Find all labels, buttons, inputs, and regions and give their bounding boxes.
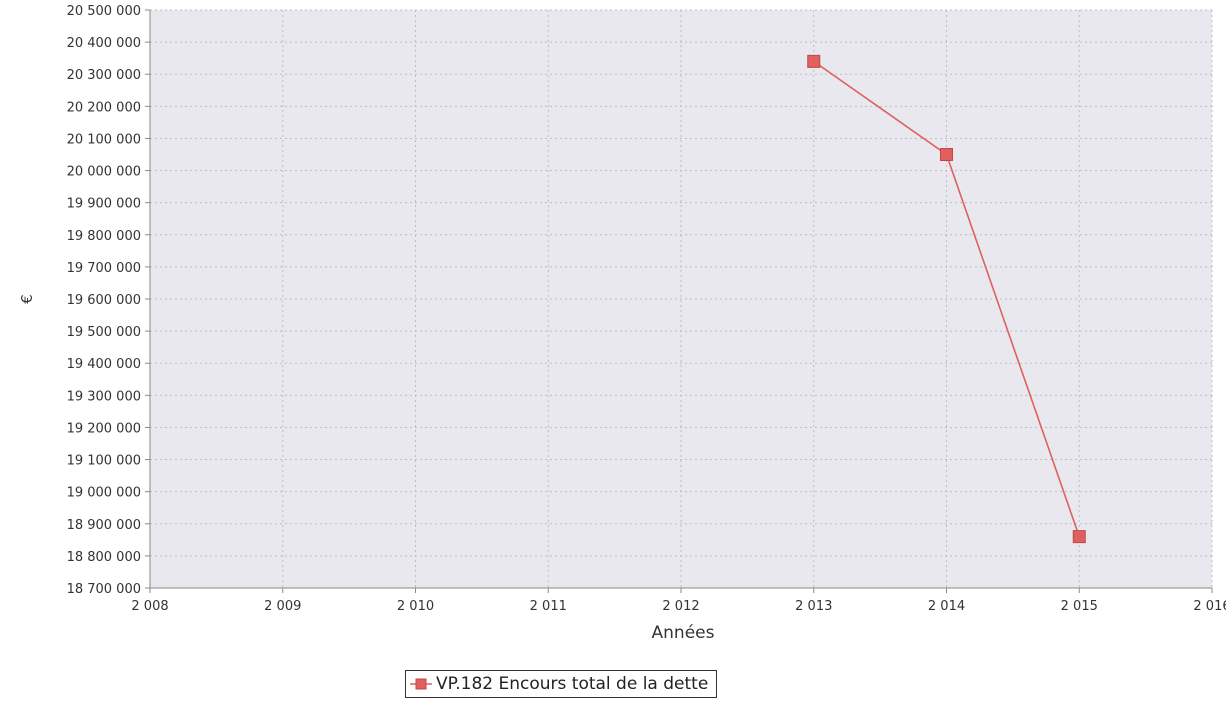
y-tick-label: 18 700 000 [67, 582, 141, 597]
data-point [1072, 530, 1086, 544]
x-tick-label: 2 011 [530, 599, 567, 614]
x-tick-label: 2 012 [662, 599, 699, 614]
y-tick-label: 20 100 000 [67, 132, 141, 147]
x-tick-label: 2 016 [1193, 599, 1226, 614]
y-tick-label: 19 100 000 [67, 454, 141, 469]
y-tick-label: 18 800 000 [67, 550, 141, 565]
x-axis-title: Années [652, 623, 715, 643]
x-tick-label: 2 009 [264, 599, 301, 614]
y-tick-label: 18 900 000 [67, 518, 141, 533]
y-tick-label: 19 700 000 [67, 261, 141, 276]
x-tick-label: 2 010 [397, 599, 434, 614]
y-axis-title: € [18, 294, 36, 304]
y-tick-label: 19 500 000 [67, 325, 141, 340]
legend: VP.182 Encours total de la dette [405, 670, 718, 698]
y-tick-label: 20 000 000 [67, 165, 141, 180]
x-tick-label: 2 015 [1061, 599, 1098, 614]
y-tick-label: 19 600 000 [67, 293, 141, 308]
x-tick-label: 2 013 [795, 599, 832, 614]
y-tick-label: 19 800 000 [67, 229, 141, 244]
y-tick-label: 20 500 000 [67, 4, 141, 19]
y-tick-label: 19 000 000 [67, 486, 141, 501]
legend-series-marker-icon [410, 678, 432, 690]
y-tick-label: 19 300 000 [67, 389, 141, 404]
x-tick-label: 2 014 [928, 599, 965, 614]
y-tick-label: 20 200 000 [67, 100, 141, 115]
legend-series-label: VP.182 Encours total de la dette [436, 674, 709, 694]
y-tick-label: 19 900 000 [67, 197, 141, 212]
x-tick-label: 2 008 [131, 599, 168, 614]
y-tick-label: 20 400 000 [67, 36, 141, 51]
y-tick-label: 19 200 000 [67, 421, 141, 436]
data-point [940, 148, 953, 161]
y-tick-label: 19 400 000 [67, 357, 141, 372]
y-tick-label: 20 300 000 [67, 68, 141, 83]
data-point [807, 54, 821, 68]
